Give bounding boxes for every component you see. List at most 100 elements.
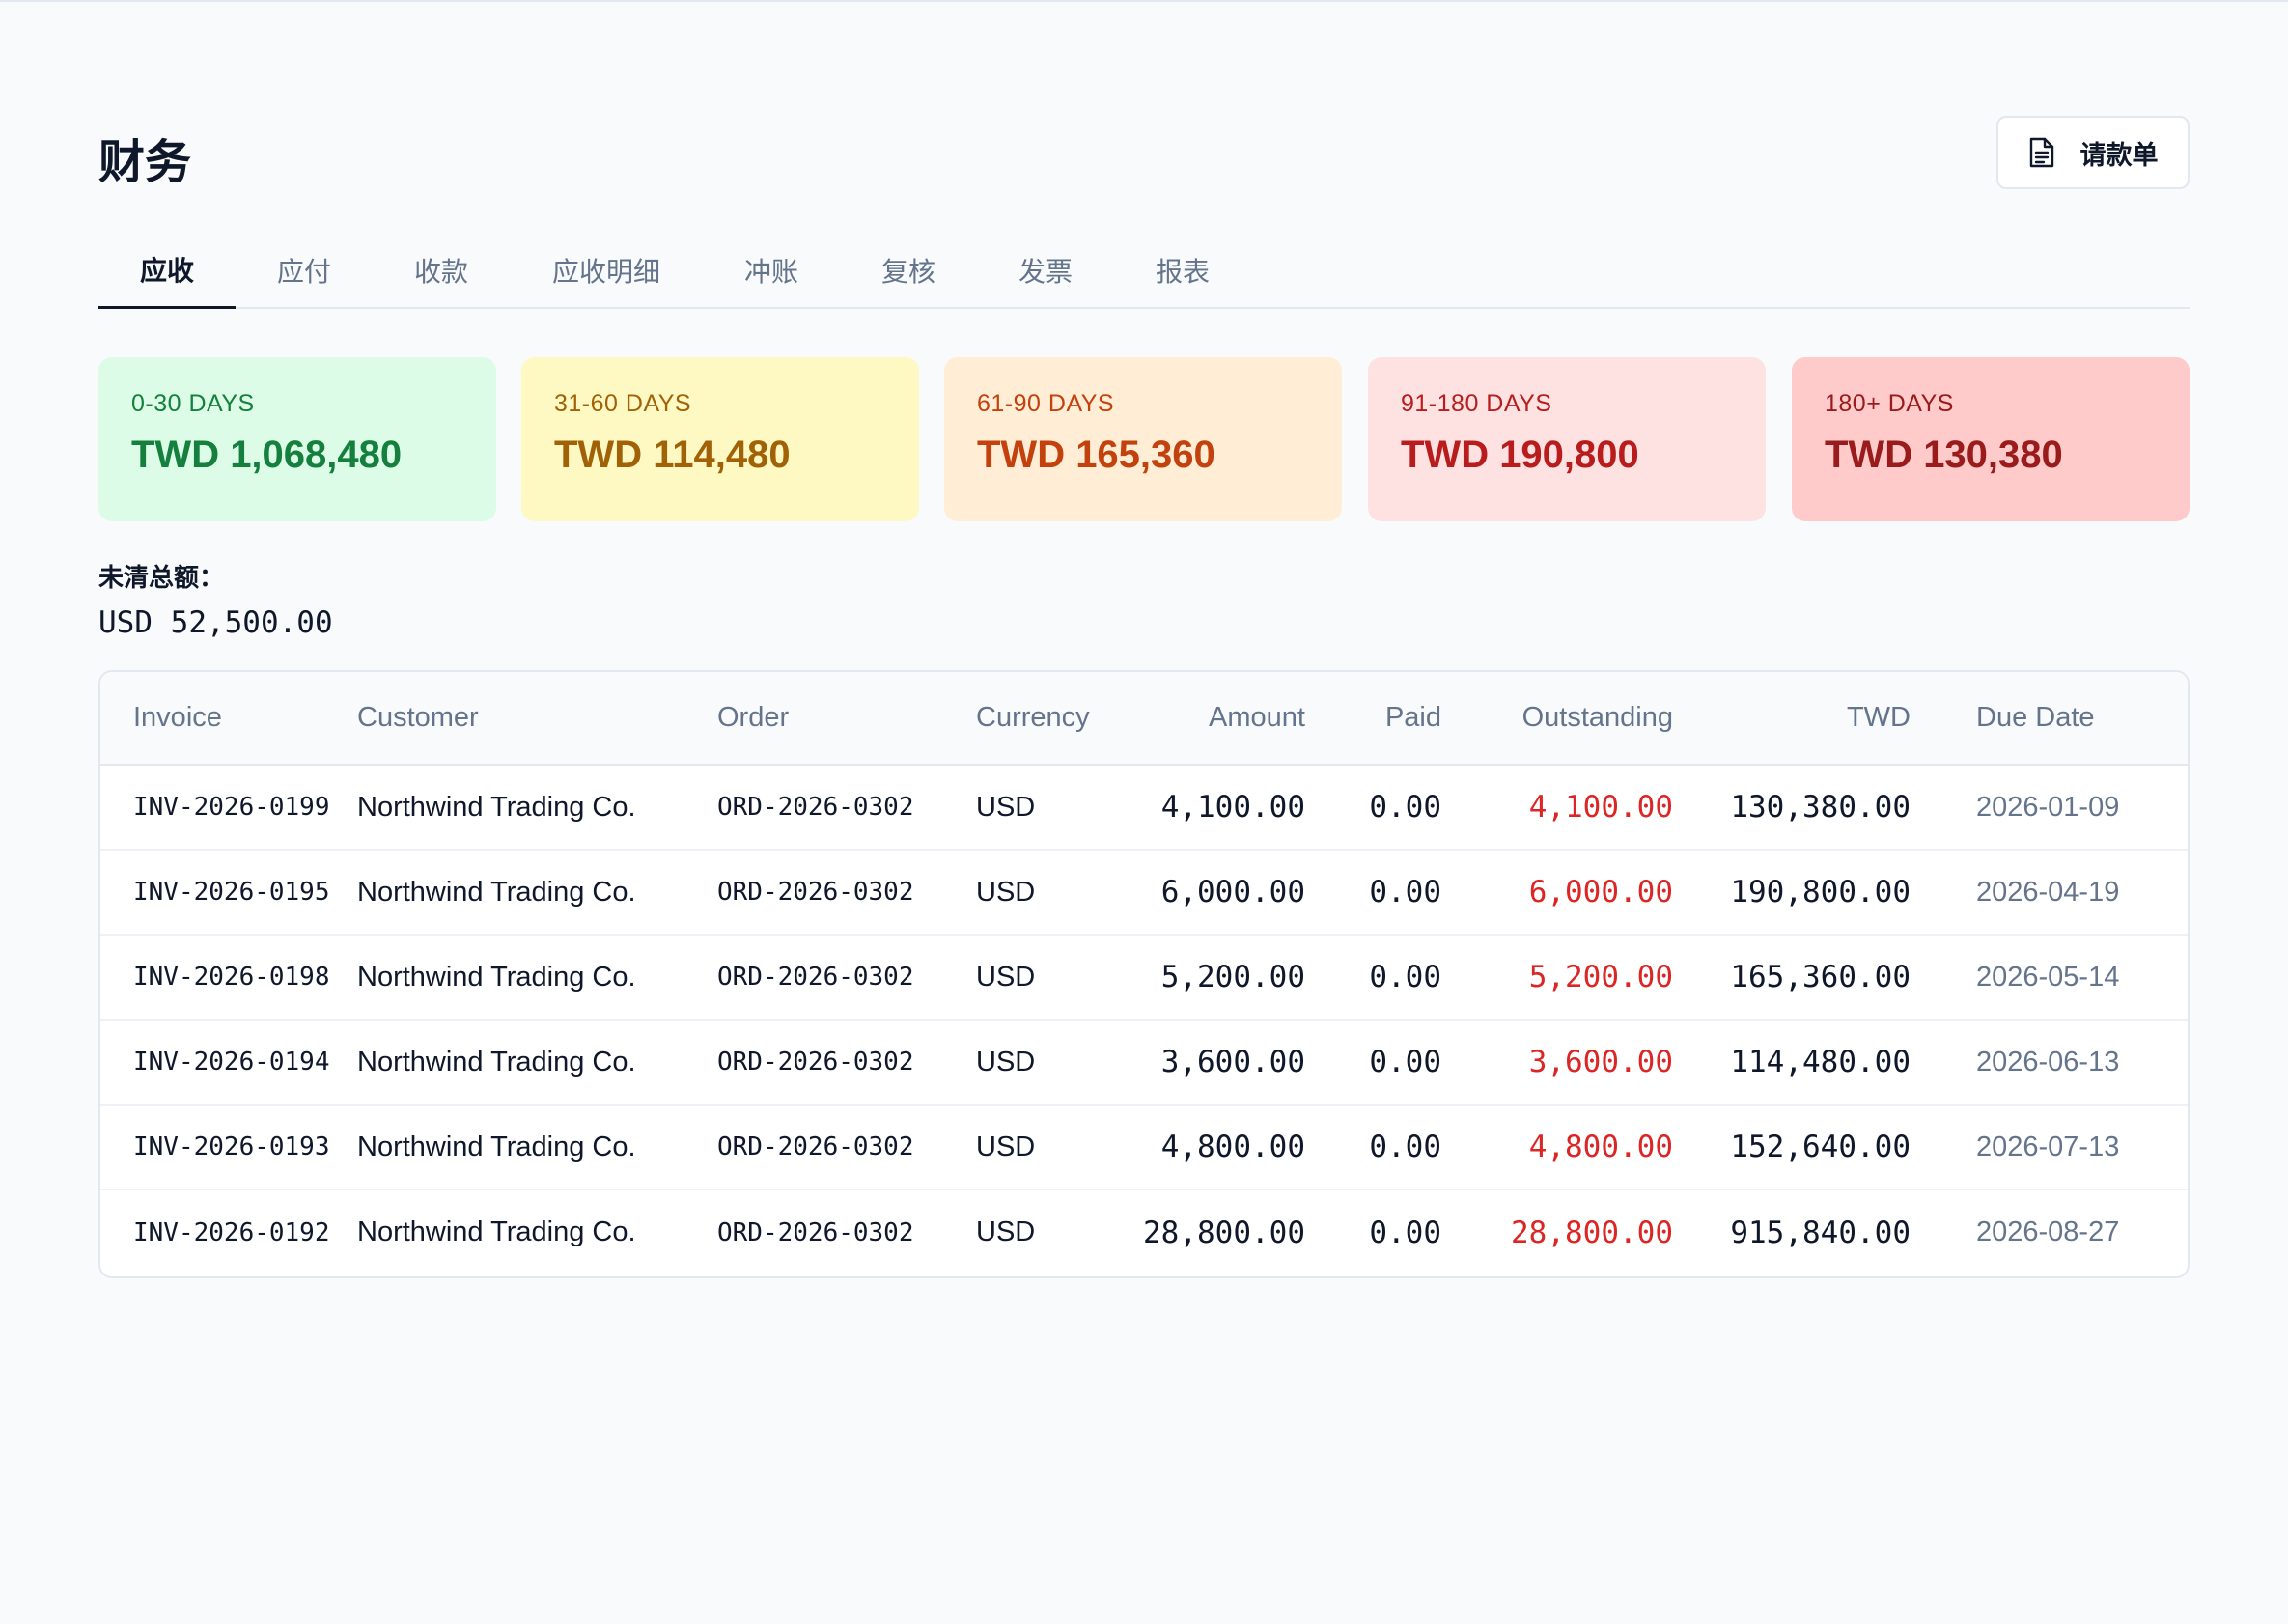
cell-twd: 915,840.00 <box>1730 1215 1911 1250</box>
cell-currency: USD <box>976 1131 1036 1162</box>
aging-card-31-60: 31-60 DAYS TWD 114,480 <box>521 357 919 521</box>
tab-review[interactable]: 复核 <box>880 256 935 288</box>
table-header-row: Invoice Customer Order Currency Amount P… <box>100 672 2188 766</box>
aging-label: 91-180 DAYS <box>1401 390 1552 417</box>
cell-customer: Northwind Trading Co. <box>357 961 636 993</box>
table-row[interactable]: INV-2026-0195 Northwind Trading Co. ORD-20… <box>100 850 2188 935</box>
aging-value: TWD 1,068,480 <box>131 434 403 476</box>
cell-amount: 4,800.00 <box>1160 1130 1305 1164</box>
cell-customer: Northwind Trading Co. <box>357 1131 636 1162</box>
aging-value: TWD 190,800 <box>1401 434 1639 476</box>
column-header-amount[interactable]: Amount <box>1121 672 1305 766</box>
aging-label: 61-90 DAYS <box>977 390 1115 417</box>
cell-paid: 0.00 <box>1369 1130 1441 1164</box>
invoice-request-button[interactable]: 请款单 <box>1996 116 2190 189</box>
cell-twd: 190,800.00 <box>1730 875 1911 910</box>
cell-invoice[interactable]: INV-2026-0198 <box>133 963 330 992</box>
cell-due-date: 2026-06-13 <box>1976 1046 2120 1078</box>
tab-reports[interactable]: 报表 <box>1155 256 1210 288</box>
table-row[interactable]: INV-2026-0198 Northwind Trading Co. ORD-20… <box>100 935 2188 1020</box>
cell-due-date: 2026-08-27 <box>1976 1217 2120 1247</box>
document-icon <box>2029 137 2053 168</box>
table-row[interactable]: INV-2026-0199 Northwind Trading Co. ORD-20… <box>100 765 2188 850</box>
column-header-order[interactable]: Order <box>717 672 976 766</box>
cell-amount: 3,600.00 <box>1160 1045 1305 1079</box>
invoice-request-label: 请款单 <box>2079 140 2159 171</box>
tab-receipts[interactable]: 收款 <box>413 256 468 288</box>
cell-paid: 0.00 <box>1369 960 1441 994</box>
cell-outstanding: 3,600.00 <box>1528 1045 1673 1079</box>
cell-outstanding: 6,000.00 <box>1528 875 1673 910</box>
aging-value: TWD 130,380 <box>1825 434 2063 476</box>
table-row[interactable]: INV-2026-0193 Northwind Trading Co. ORD-20… <box>100 1105 2188 1190</box>
cell-outstanding: 28,800.00 <box>1511 1215 1673 1250</box>
tab-receivable[interactable]: 应收 <box>98 232 236 309</box>
cell-outstanding: 4,800.00 <box>1528 1130 1673 1164</box>
cell-twd: 130,380.00 <box>1730 790 1911 825</box>
tab-receivable-detail[interactable]: 应收明细 <box>551 256 660 288</box>
cell-paid: 0.00 <box>1369 875 1441 910</box>
aging-value: TWD 165,360 <box>977 434 1215 476</box>
table-row[interactable]: INV-2026-0194 Northwind Trading Co. ORD-20… <box>100 1020 2188 1105</box>
column-header-due-date[interactable]: Due Date <box>1911 672 2188 766</box>
cell-invoice[interactable]: INV-2026-0193 <box>133 1133 330 1162</box>
tab-payable[interactable]: 应付 <box>276 256 331 288</box>
cell-order[interactable]: ORD-2026-0302 <box>717 963 914 992</box>
outstanding-total-label: 未清总额： <box>98 564 225 593</box>
table-row[interactable]: INV-2026-0192 Northwind Trading Co. ORD-20… <box>100 1190 2188 1274</box>
cell-invoice[interactable]: INV-2026-0192 <box>133 1218 330 1247</box>
outstanding-total-value: USD 52,500.00 <box>98 605 333 640</box>
cell-due-date: 2026-01-09 <box>1976 791 2120 823</box>
aging-summary: 0-30 DAYS TWD 1,068,480 31-60 DAYS TWD 1… <box>98 357 2190 521</box>
cell-currency: USD <box>976 961 1036 993</box>
cell-customer: Northwind Trading Co. <box>357 791 636 823</box>
aging-label: 31-60 DAYS <box>554 390 692 417</box>
tab-bar: 应收 应付 收款 应收明细 冲账 复核 发票 报表 <box>98 232 2190 309</box>
cell-twd: 114,480.00 <box>1730 1045 1911 1079</box>
cell-twd: 165,360.00 <box>1730 960 1911 994</box>
cell-due-date: 2026-04-19 <box>1976 876 2120 908</box>
aging-card-180-plus: 180+ DAYS TWD 130,380 <box>1792 357 2190 521</box>
cell-due-date: 2026-07-13 <box>1976 1131 2120 1162</box>
cell-customer: Northwind Trading Co. <box>357 1217 636 1247</box>
aging-card-61-90: 61-90 DAYS TWD 165,360 <box>944 357 1342 521</box>
cell-outstanding: 4,100.00 <box>1528 790 1673 825</box>
cell-invoice[interactable]: INV-2026-0195 <box>133 878 330 907</box>
column-header-customer[interactable]: Customer <box>357 672 717 766</box>
cell-order[interactable]: ORD-2026-0302 <box>717 1048 914 1077</box>
cell-invoice[interactable]: INV-2026-0199 <box>133 793 330 822</box>
column-header-paid[interactable]: Paid <box>1305 672 1441 766</box>
cell-amount: 5,200.00 <box>1160 960 1305 994</box>
aging-card-91-180: 91-180 DAYS TWD 190,800 <box>1368 357 1766 521</box>
aging-value: TWD 114,480 <box>554 434 791 476</box>
aging-label: 0-30 DAYS <box>131 390 255 417</box>
aging-card-0-30: 0-30 DAYS TWD 1,068,480 <box>98 357 496 521</box>
column-header-outstanding[interactable]: Outstanding <box>1441 672 1673 766</box>
cell-order[interactable]: ORD-2026-0302 <box>717 1218 914 1247</box>
cell-paid: 0.00 <box>1369 1045 1441 1079</box>
top-divider <box>0 0 2288 2</box>
column-header-currency[interactable]: Currency <box>976 672 1121 766</box>
receivables-table: Invoice Customer Order Currency Amount P… <box>98 670 2190 1278</box>
cell-currency: USD <box>976 1046 1036 1078</box>
column-header-twd[interactable]: TWD <box>1673 672 1911 766</box>
cell-amount: 4,100.00 <box>1160 790 1305 825</box>
cell-paid: 0.00 <box>1369 1215 1441 1250</box>
cell-order[interactable]: ORD-2026-0302 <box>717 878 914 907</box>
aging-label: 180+ DAYS <box>1825 390 1954 417</box>
cell-order[interactable]: ORD-2026-0302 <box>717 793 914 822</box>
cell-currency: USD <box>976 1217 1036 1247</box>
cell-invoice[interactable]: INV-2026-0194 <box>133 1048 330 1077</box>
cell-due-date: 2026-05-14 <box>1976 961 2120 993</box>
tab-writeoff[interactable]: 冲账 <box>743 256 798 288</box>
cell-currency: USD <box>976 876 1036 908</box>
cell-currency: USD <box>976 791 1036 823</box>
column-header-invoice[interactable]: Invoice <box>100 672 357 766</box>
page-header: 财务 请款单 <box>98 116 2190 189</box>
page-title: 财务 <box>98 135 192 189</box>
cell-customer: Northwind Trading Co. <box>357 1046 636 1078</box>
cell-outstanding: 5,200.00 <box>1528 960 1673 994</box>
cell-amount: 6,000.00 <box>1160 875 1305 910</box>
tab-invoices[interactable]: 发票 <box>1018 256 1073 288</box>
cell-order[interactable]: ORD-2026-0302 <box>717 1133 914 1162</box>
